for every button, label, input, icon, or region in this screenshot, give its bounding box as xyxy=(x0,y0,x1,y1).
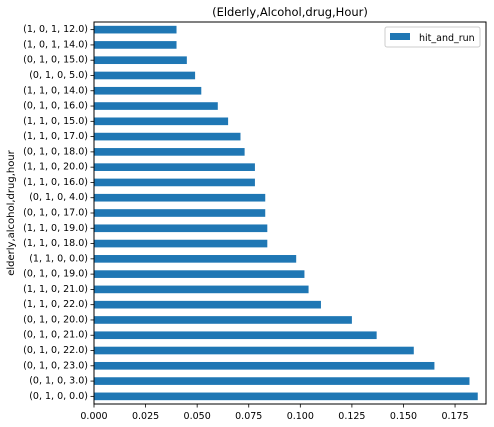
y-tick-label: (1, 1, 0, 0.0) xyxy=(29,253,88,264)
x-tick-label: 0.100 xyxy=(287,411,314,422)
y-tick-label: (0, 1, 0, 19.0) xyxy=(23,269,88,280)
x-tick-label: 0.150 xyxy=(390,411,417,422)
bar-0-1-0-4-0 xyxy=(94,193,266,202)
bar-0-1-0-5-0 xyxy=(94,71,196,80)
bar-1-1-0-16-0 xyxy=(94,178,255,187)
y-tick-label: (0, 1, 0, 16.0) xyxy=(23,101,88,112)
y-tick-label: (0, 1, 0, 21.0) xyxy=(23,330,88,341)
bar-1-1-0-18-0 xyxy=(94,239,268,248)
bars xyxy=(94,25,478,401)
legend-box xyxy=(384,26,481,48)
y-tick-label: (1, 1, 0, 17.0) xyxy=(23,131,88,142)
x-tick-label: 0.000 xyxy=(80,411,107,422)
plot-frame xyxy=(93,21,487,405)
bar-0-1-0-19-0 xyxy=(94,270,305,278)
y-tick-label: (0, 1, 0, 15.0) xyxy=(23,55,88,66)
x-axis-ticks: 0.000 0.025 0.050 0.075 0.100 0.125 0.150 0.175 xyxy=(80,404,469,422)
bar-0-1-0-15-0 xyxy=(94,56,187,65)
y-tick-label: (0, 1, 0, 5.0) xyxy=(29,70,88,81)
legend: hit_and_run xyxy=(384,26,481,48)
bar-0-1-0-22-0 xyxy=(94,346,414,355)
x-tick-label: 0.175 xyxy=(441,411,468,422)
y-tick-label: (0, 1, 0, 3.0) xyxy=(29,376,88,387)
y-tick-label: (1, 1, 0, 16.0) xyxy=(23,177,88,188)
bar-1-1-0-17-0 xyxy=(94,132,241,141)
bar-0-1-0-18-0 xyxy=(94,148,245,156)
bar-1-1-0-20-0 xyxy=(94,163,255,171)
bar-0-1-0-20-0 xyxy=(94,316,352,324)
y-tick-label: (1, 1, 0, 15.0) xyxy=(23,116,88,127)
bar-0-1-0-16-0 xyxy=(94,102,218,110)
y-tick-label: (0, 1, 0, 4.0) xyxy=(29,192,88,203)
y-axis-ticks: (0, 1, 0, 0.0) (0, 1, 0, 3.0) (0, 1, 0, 23… xyxy=(23,24,94,402)
legend-swatch xyxy=(390,33,410,40)
y-tick-label: (1, 0, 1, 12.0) xyxy=(23,24,88,35)
y-tick-label: (1, 1, 0, 20.0) xyxy=(23,162,88,173)
y-tick-label: (1, 1, 0, 21.0) xyxy=(23,284,88,295)
y-tick-label: (1, 1, 0, 14.0) xyxy=(23,85,88,96)
bar-0-1-0-17-0 xyxy=(94,209,266,217)
bar-1-1-0-21-0 xyxy=(94,285,309,294)
y-tick-label: (1, 1, 0, 19.0) xyxy=(23,223,88,234)
bar-1-1-0-14-0 xyxy=(94,86,202,95)
y-tick-label: (0, 1, 0, 23.0) xyxy=(23,360,88,371)
x-tick-label: 0.025 xyxy=(132,411,159,422)
y-axis-label: elderly,alcohol,drug,hour xyxy=(6,149,17,275)
y-tick-label: (1, 0, 1, 14.0) xyxy=(23,39,88,50)
bar-1-1-0-0-0 xyxy=(94,255,297,263)
bar-1-1-0-15-0 xyxy=(94,117,229,126)
bar-0-1-0-23-0 xyxy=(94,361,435,370)
y-tick-label: (0, 1, 0, 0.0) xyxy=(29,391,88,402)
x-tick-label: 0.075 xyxy=(235,411,262,422)
bar-1-1-0-22-0 xyxy=(94,300,321,309)
y-tick-label: (0, 1, 0, 22.0) xyxy=(23,345,88,356)
bar-1-0-1-12-0 xyxy=(94,25,177,34)
bar-0-1-0-21-0 xyxy=(94,331,377,340)
bar-0-1-0-3-0 xyxy=(94,377,470,385)
y-tick-label: (1, 1, 0, 22.0) xyxy=(23,299,88,310)
y-tick-label: (0, 1, 0, 17.0) xyxy=(23,208,88,219)
bar-1-1-0-19-0 xyxy=(94,224,268,233)
x-tick-label: 0.050 xyxy=(184,411,211,422)
y-tick-label: (0, 1, 0, 20.0) xyxy=(23,314,88,325)
y-tick-label: (0, 1, 0, 18.0) xyxy=(23,146,88,157)
y-tick-label: (1, 1, 0, 18.0) xyxy=(23,238,88,249)
bar-1-0-1-14-0 xyxy=(94,41,177,49)
chart-title: (Elderly,Alcohol,drug,Hour) xyxy=(212,5,368,19)
legend-entry-hit-and-run: hit_and_run xyxy=(419,33,475,44)
bar-0-1-0-0-0 xyxy=(94,392,478,401)
x-tick-label: 0.125 xyxy=(338,411,365,422)
